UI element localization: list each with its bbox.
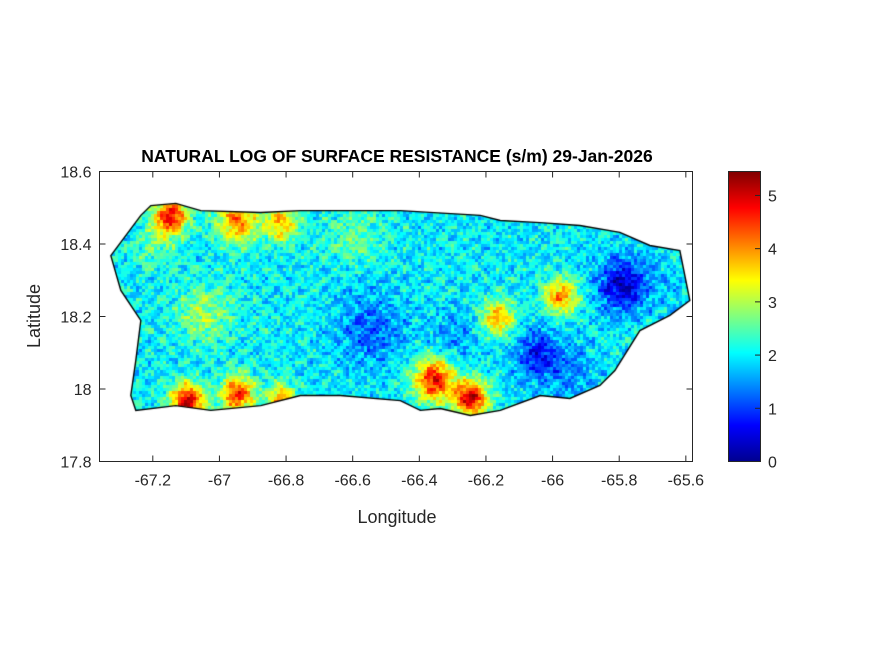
y-tick-label: 18.4 [60, 237, 91, 254]
x-tick-label: -66.4 [401, 473, 438, 490]
x-tick-label: -66.6 [334, 473, 371, 490]
y-tick-label: 18 [74, 382, 92, 399]
y-tick-label: 18.2 [60, 310, 91, 327]
colorbar-tick-label: 4 [768, 242, 777, 259]
y-tick-label: 18.6 [60, 165, 91, 182]
y-axis-label: Latitude [24, 284, 44, 348]
colorbar-tick-label: 0 [768, 455, 777, 472]
x-tick-label: -67 [208, 473, 231, 490]
x-tick-label: -66.8 [268, 473, 305, 490]
plot-frame [99, 171, 693, 462]
x-tick-label: -65.6 [668, 473, 705, 490]
x-axis-label: Longitude [357, 507, 436, 527]
x-tick-label: -66.2 [468, 473, 505, 490]
x-tick-label: -66 [541, 473, 564, 490]
axis-ticks: -67.2 -67 -66.8 -66.6 -66.4 -66.2 -66 -65.8 -65.… [60, 165, 704, 490]
colorbar-tick-label: 2 [768, 348, 777, 365]
x-tick-label: -65.8 [601, 473, 638, 490]
colorbar-tick-label: 5 [768, 188, 777, 205]
chart-title: NATURAL LOG OF SURFACE RESISTANCE (s/m) … [141, 146, 653, 166]
x-tick-label: -67.2 [135, 473, 172, 490]
colorbar-ticks: 0 1 2 3 4 5 [755, 188, 777, 472]
colorbar-tick-label: 1 [768, 401, 777, 418]
colorbar-tick-label: 3 [768, 295, 777, 312]
colorbar [728, 171, 761, 462]
y-tick-label: 17.8 [60, 455, 91, 472]
